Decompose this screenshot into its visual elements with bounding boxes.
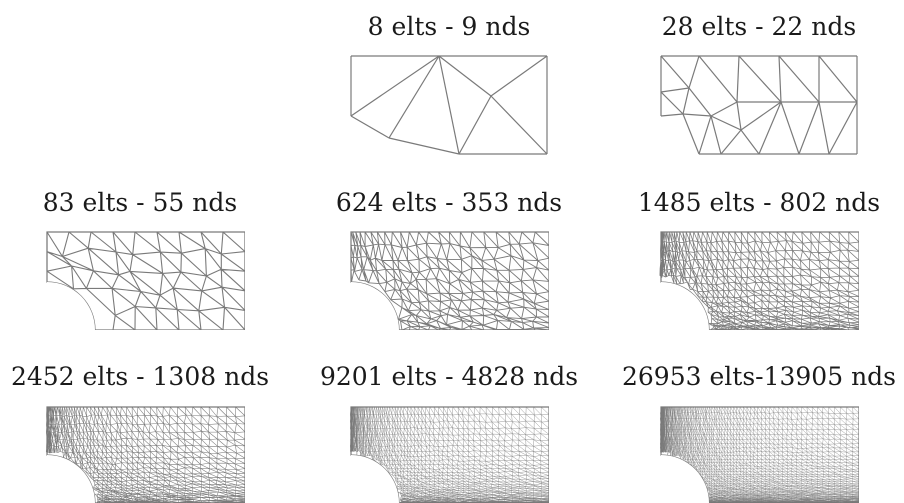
mesh-hole	[351, 282, 399, 330]
mesh-plot	[350, 231, 549, 330]
mesh-edges	[350, 55, 548, 155]
mesh-caption: 624 elts - 353 nds	[335, 188, 563, 217]
mesh-caption: 83 elts - 55 nds	[42, 188, 238, 217]
mesh-plot	[45, 406, 245, 503]
mesh-plot	[659, 231, 859, 330]
mesh-hole	[47, 282, 95, 330]
mesh-caption: 8 elts - 9 nds	[367, 12, 531, 41]
mesh-hole	[47, 455, 95, 503]
mesh-plot	[350, 406, 549, 503]
mesh-plot	[660, 406, 859, 503]
mesh-caption: 1485 elts - 802 nds	[637, 188, 881, 217]
mesh-plot	[660, 55, 858, 155]
mesh-plot	[46, 231, 245, 330]
mesh-hole	[661, 282, 709, 330]
mesh-caption: 28 elts - 22 nds	[661, 12, 857, 41]
mesh-hole	[351, 455, 399, 503]
mesh-caption: 2452 elts - 1308 nds	[10, 362, 270, 391]
mesh-caption: 26953 elts-13905 nds	[622, 362, 896, 391]
mesh-caption: 9201 elts - 4828 nds	[319, 362, 579, 391]
mesh-hole	[661, 455, 709, 503]
mesh-edges	[660, 55, 858, 155]
mesh-plot	[350, 55, 548, 155]
